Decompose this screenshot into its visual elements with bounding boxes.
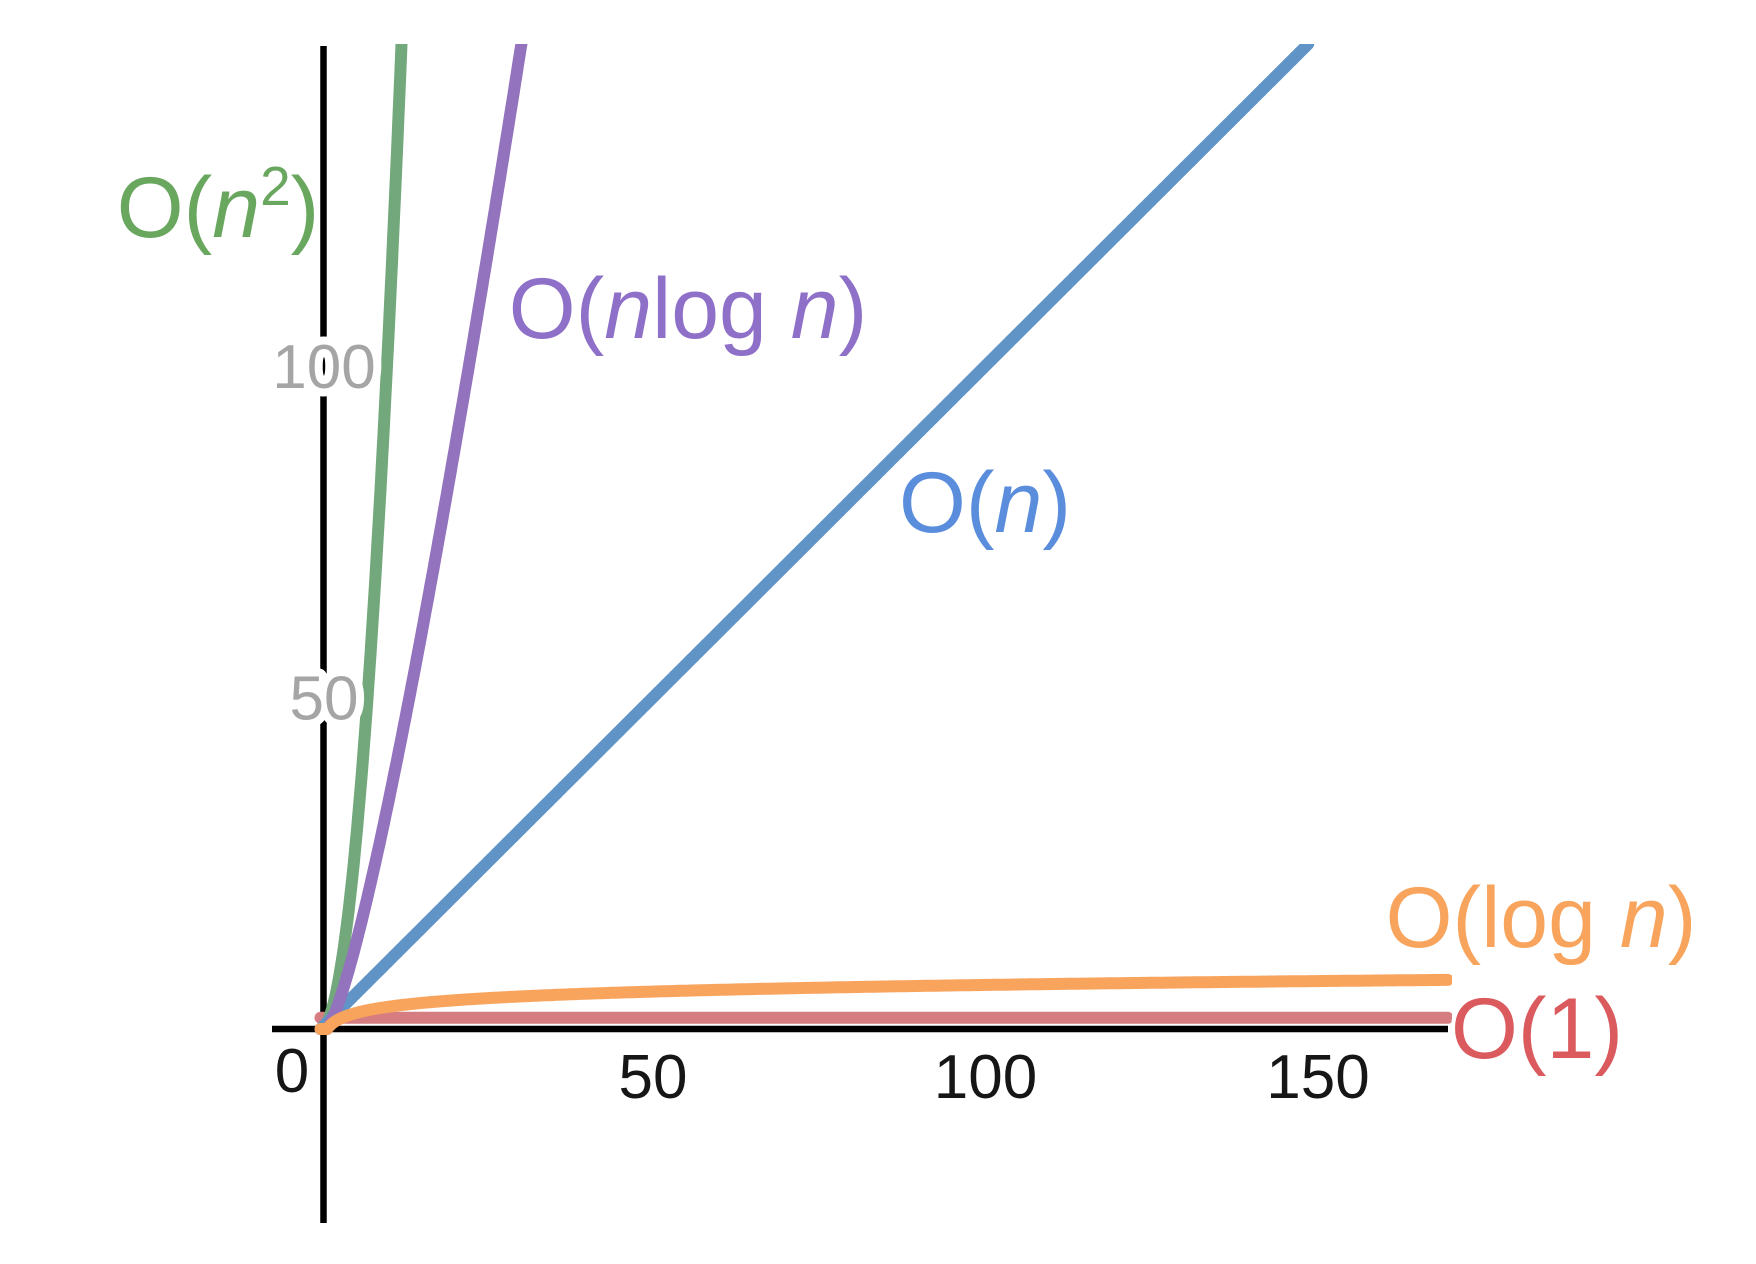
x-tick-150: 150	[1266, 1043, 1369, 1112]
series-label-nlogn: O(nlog n)	[509, 261, 868, 357]
series-label-logn: O(log n)	[1386, 870, 1697, 966]
series-label-o1: O(1)	[1451, 981, 1623, 1077]
x-tick-100: 100	[934, 1043, 1037, 1112]
curve-logn	[314, 973, 1452, 1035]
series-label-n2: O(n2)	[117, 155, 320, 256]
x-tick-50: 50	[619, 1043, 688, 1112]
series-labels: O(n2) O(nlog n) O(n) O(log n) O(1)	[113, 151, 1701, 1081]
y-tick-100: 100	[272, 333, 375, 402]
y-tick-labels: 50 100	[264, 325, 383, 742]
x-tick-labels: 0 50 100 150	[270, 1032, 1375, 1117]
curves	[314, 44, 1452, 1035]
curve-n	[314, 44, 1315, 1035]
curve-nlogn	[314, 44, 528, 1035]
y-tick-50: 50	[290, 664, 359, 733]
series-label-n: O(n)	[899, 455, 1071, 551]
curve-n2	[314, 44, 408, 1035]
x-tick-0: 0	[275, 1037, 309, 1106]
